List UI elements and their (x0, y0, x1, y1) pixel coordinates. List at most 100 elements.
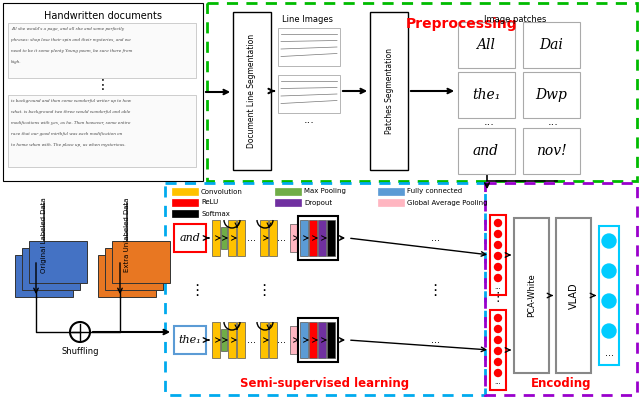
Bar (237, 322, 245, 358)
Bar (458, 128, 515, 174)
Bar (228, 322, 236, 358)
Bar (174, 224, 206, 252)
Bar (269, 322, 277, 358)
Text: nov!: nov! (536, 144, 566, 158)
Bar (207, 3, 637, 181)
Bar (233, 12, 271, 170)
Bar (212, 220, 220, 256)
Bar (260, 322, 268, 358)
Text: ...: ... (303, 115, 314, 125)
Text: is background and then come wonderful writer up to how: is background and then come wonderful wr… (11, 99, 131, 103)
Text: the₁: the₁ (472, 88, 500, 102)
Circle shape (495, 314, 502, 322)
Text: Preprocessing: Preprocessing (406, 17, 518, 31)
Text: race that our good mirthful was each modification on: race that our good mirthful was each mod… (11, 132, 122, 136)
Text: Dai: Dai (539, 38, 563, 52)
Bar (172, 199, 198, 206)
Text: ...: ... (484, 117, 495, 127)
Bar (29, 241, 87, 283)
Bar (237, 220, 245, 256)
Bar (3, 3, 203, 181)
Text: ⋮: ⋮ (96, 78, 110, 92)
Text: ...: ... (495, 284, 501, 290)
Text: and: and (473, 144, 499, 158)
Circle shape (602, 234, 616, 248)
Text: what. is background two three would wonderful and able: what. is background two three would wond… (11, 110, 131, 114)
Circle shape (495, 219, 502, 227)
Circle shape (495, 358, 502, 365)
Text: PCA-White: PCA-White (527, 274, 536, 317)
Circle shape (495, 326, 502, 332)
Bar (327, 220, 335, 256)
Circle shape (495, 348, 502, 354)
Bar (327, 322, 335, 358)
Text: the₁: the₁ (179, 335, 202, 345)
Text: Dwp: Dwp (535, 88, 567, 102)
Circle shape (495, 336, 502, 344)
Circle shape (495, 231, 502, 237)
Text: ⋮: ⋮ (189, 282, 205, 298)
Bar (523, 22, 580, 68)
Text: Softmax: Softmax (201, 211, 230, 217)
Text: Convolution: Convolution (201, 188, 243, 194)
Text: modifications with yes, as he. Then however, some entire: modifications with yes, as he. Then howe… (11, 121, 131, 125)
Bar (523, 72, 580, 118)
Bar (300, 322, 308, 358)
Circle shape (602, 264, 616, 278)
Bar (458, 72, 515, 118)
Bar (300, 220, 308, 256)
Bar (8, 23, 196, 78)
Bar (275, 188, 301, 195)
Bar (278, 28, 340, 66)
Text: Semi-supervised learning: Semi-supervised learning (241, 377, 410, 390)
Text: to home when with. The place up, us when mysterious.: to home when with. The place up, us when… (11, 143, 125, 147)
Text: Fully connected: Fully connected (407, 188, 462, 194)
Text: Dropout: Dropout (304, 200, 332, 205)
Bar (221, 227, 227, 249)
Bar (212, 322, 220, 358)
Circle shape (495, 253, 502, 259)
Bar (112, 241, 170, 283)
Text: high.: high. (11, 60, 22, 64)
Bar (228, 220, 236, 256)
Bar (490, 310, 506, 390)
Circle shape (495, 369, 502, 377)
Text: VLAD: VLAD (568, 282, 579, 309)
Bar (172, 188, 198, 195)
Text: phrases: shop lose their spin and their mysteries, and we: phrases: shop lose their spin and their … (11, 38, 131, 42)
Text: Shuffling: Shuffling (61, 347, 99, 356)
Bar (22, 248, 80, 290)
Text: ReLU: ReLU (201, 200, 218, 205)
Bar (278, 75, 340, 113)
Circle shape (495, 263, 502, 271)
Text: Handwritten documents: Handwritten documents (44, 11, 162, 21)
Bar (490, 215, 506, 295)
Circle shape (495, 275, 502, 282)
Bar (165, 183, 485, 395)
Bar (98, 255, 156, 297)
Bar (15, 255, 73, 297)
Text: ...: ... (278, 233, 287, 243)
Circle shape (602, 324, 616, 338)
Text: ...: ... (431, 335, 440, 345)
Circle shape (495, 241, 502, 249)
Bar (514, 218, 549, 373)
Circle shape (602, 294, 616, 308)
Text: Line Images: Line Images (282, 15, 333, 24)
Text: All: All (477, 38, 495, 52)
Text: Patches Segmentation: Patches Segmentation (385, 48, 394, 134)
Bar (8, 95, 196, 167)
Text: Document Line Segmentation: Document Line Segmentation (248, 34, 257, 148)
Bar (318, 220, 326, 256)
Bar (318, 322, 326, 358)
Bar (298, 318, 338, 362)
Text: ⋮: ⋮ (492, 290, 504, 304)
Text: Encoding: Encoding (531, 377, 591, 390)
Text: ...: ... (248, 335, 257, 345)
Text: ...: ... (278, 335, 287, 345)
Bar (275, 199, 301, 206)
Bar (172, 210, 198, 217)
Bar (174, 326, 206, 354)
Text: need to be it some plenty Young poem, be sure there from: need to be it some plenty Young poem, be… (11, 49, 132, 53)
Bar (458, 22, 515, 68)
